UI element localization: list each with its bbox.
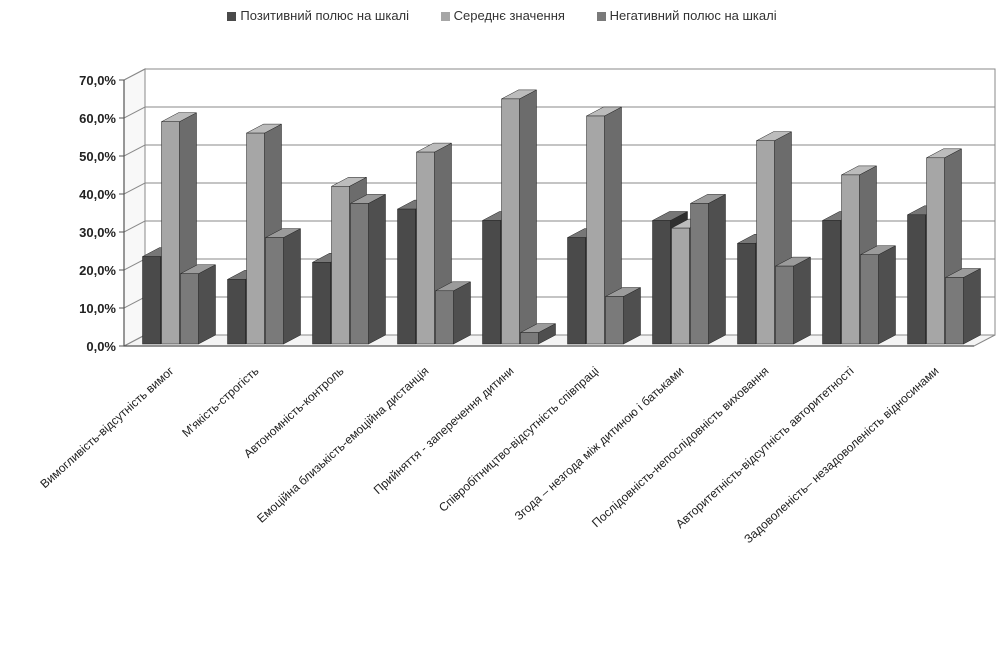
bar: [180, 273, 199, 345]
bar: [246, 132, 265, 345]
bar-side: [198, 264, 216, 345]
bar: [586, 115, 605, 345]
legend-label-negative: Негативний полюс на шкалі: [609, 8, 777, 23]
legend-swatch-negative: [596, 12, 606, 21]
y-tick-label: 60,0%: [79, 111, 116, 126]
bar: [142, 256, 161, 345]
x-tick-label: Емоційна близькість-емоційна дистанція: [254, 364, 431, 526]
bar: [841, 174, 860, 345]
bar: [350, 203, 369, 345]
bar: [501, 98, 520, 345]
x-tick-label: Вимогливість-відсутність вимог: [37, 363, 177, 491]
bar: [161, 121, 180, 345]
y-tick-label: 10,0%: [79, 301, 116, 316]
bar: [520, 332, 539, 345]
bar-side: [519, 89, 537, 345]
bar-side: [963, 268, 981, 345]
bar: [331, 186, 350, 345]
bar: [605, 296, 624, 345]
bar-side: [623, 287, 641, 345]
legend-label-average: Середнє значення: [453, 8, 565, 23]
legend-item-negative: Негативний полюс на шкалі: [596, 8, 777, 23]
gridline: [123, 182, 995, 195]
bar: [652, 220, 671, 345]
bar: [265, 237, 284, 345]
bar: [690, 203, 709, 345]
bar-side: [878, 245, 896, 345]
x-tick-label: Згода – незгода між дитиною і батьками: [512, 364, 687, 523]
bar-side: [368, 193, 386, 345]
bar: [227, 279, 246, 345]
bar: [945, 277, 964, 345]
bar-side: [283, 228, 301, 345]
bar: [671, 227, 690, 345]
bar: [756, 140, 775, 345]
legend-swatch-average: [440, 12, 450, 21]
chart-side-wall: [123, 68, 146, 347]
bar-side: [793, 256, 811, 345]
bar: [926, 157, 945, 345]
bar-side: [453, 281, 471, 345]
legend-label-positive: Позитивний полюс на шкалі: [240, 8, 410, 23]
bar-side: [708, 193, 726, 345]
y-tick-label: 40,0%: [79, 187, 116, 202]
gridline: [123, 106, 995, 119]
bar: [416, 151, 435, 345]
x-tick-label: Послідовність-непослідовність виховання: [589, 364, 771, 530]
legend-item-positive: Позитивний полюс на шкалі: [227, 8, 409, 23]
x-tick-label: М'якість-строгість: [179, 364, 261, 440]
bar: [860, 254, 879, 345]
legend-swatch-positive: [227, 12, 237, 21]
legend-item-average: Середнє значення: [440, 8, 565, 23]
gridline: [123, 68, 995, 81]
bar: [435, 290, 454, 345]
bar: [775, 265, 794, 345]
bar: [397, 208, 416, 345]
y-tick-label: 70,0%: [79, 73, 116, 88]
y-tick-label: 30,0%: [79, 225, 116, 240]
gridline: [123, 144, 995, 157]
x-tick-label: Прийняття - заперечення дитини: [371, 364, 517, 497]
x-tick-label: Співробітництво-відсутність співпраці: [436, 364, 601, 515]
bar: [482, 220, 501, 345]
bar: [907, 214, 926, 345]
y-tick-label: 50,0%: [79, 149, 116, 164]
y-tick-label: 0,0%: [86, 339, 116, 354]
x-tick-label: Задоволеність– незадоволеність відносина…: [741, 364, 941, 546]
bar: [822, 220, 841, 345]
y-tick-label: 20,0%: [79, 263, 116, 278]
chart-legend: Позитивний полюс на шкалі Середнє значен…: [0, 8, 1004, 23]
bar: [737, 243, 756, 345]
bar: [567, 237, 586, 345]
x-tick-label: Авторитетність-відсутність авторитетност…: [673, 364, 857, 531]
bar: [312, 262, 331, 345]
